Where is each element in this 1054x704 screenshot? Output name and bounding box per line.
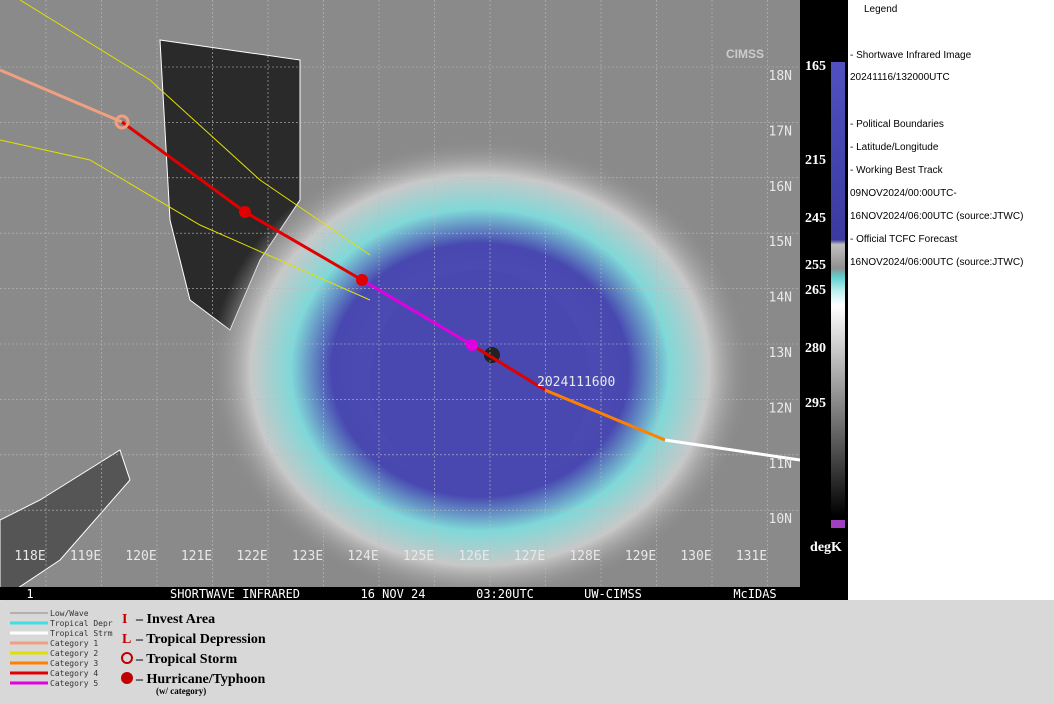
- key-label: Low/Wave: [50, 609, 89, 618]
- colorbar-tick: 255: [805, 258, 826, 273]
- legend-line: - Shortwave Infrared Image: [850, 50, 972, 61]
- lat-lon-grid: [0, 0, 800, 587]
- key-note: (w/ category): [156, 686, 206, 696]
- footer-text: McIDAS: [733, 587, 776, 601]
- track-cat5: [361, 278, 473, 347]
- lon-label: 126E: [458, 549, 489, 564]
- key-glyph: I: [122, 612, 127, 627]
- colorbar-unit: degK: [810, 540, 842, 555]
- track-symbol: [114, 114, 130, 130]
- logo: CIMSS: [726, 47, 764, 61]
- key-glyph: L: [122, 632, 131, 647]
- forecast-cone: [19, 0, 371, 256]
- lat-label: 13N: [769, 346, 792, 361]
- key-symbol-label: – Tropical Storm: [135, 652, 237, 667]
- lat-label: 17N: [769, 124, 792, 139]
- lon-label: 131E: [736, 549, 767, 564]
- footer-text: UW-CIMSS: [584, 587, 642, 601]
- lon-label: 123E: [292, 549, 323, 564]
- key-symbol-label: – Tropical Depression: [135, 632, 266, 647]
- lon-label: 124E: [347, 549, 378, 564]
- lat-label: 15N: [769, 235, 792, 250]
- lat-label: 16N: [769, 180, 792, 195]
- key-label: Category 5: [50, 679, 98, 688]
- lon-label: 119E: [70, 549, 101, 564]
- legend-line: - Official TCFC Forecast: [850, 234, 958, 245]
- colorbar-tick: 280: [805, 341, 826, 356]
- legend-line: 16NOV2024/06:00UTC (source:JTWC): [850, 257, 1023, 268]
- storm-core: [370, 270, 590, 490]
- legend-line: - Latitude/Longitude: [850, 142, 939, 153]
- footer-text: 1: [26, 587, 33, 601]
- key-label: Tropical Strm: [50, 629, 113, 638]
- track-label: 2024111600: [537, 375, 615, 390]
- track-symbol: [466, 339, 478, 351]
- legend-line: 20241116/132000UTC: [850, 72, 950, 83]
- legend-line: 16NOV2024/06:00UTC (source:JTWC): [850, 211, 1023, 222]
- footer-text: 16 NOV 24: [360, 587, 425, 601]
- colorbar-tick: 265: [805, 283, 826, 298]
- key-label: Category 4: [50, 669, 98, 678]
- key-label: Tropical Depr: [50, 619, 113, 628]
- lon-label: 125E: [403, 549, 434, 564]
- colorbar-tick: 245: [805, 211, 826, 226]
- footer-bar: [0, 587, 800, 600]
- track-storm: [664, 438, 801, 462]
- key-icon: [121, 672, 133, 684]
- track-symbol: [356, 274, 368, 286]
- colorbar-swatch: [831, 520, 845, 528]
- legend-line: - Political Boundaries: [850, 119, 944, 130]
- legend-line: - Working Best Track: [850, 165, 944, 176]
- track-cat4: [471, 343, 546, 392]
- colorbar-tick: 295: [805, 396, 826, 411]
- footer-text: 03:20UTC: [476, 587, 534, 601]
- lon-label: 118E: [14, 549, 45, 564]
- track-symbol: [239, 206, 251, 218]
- forecast-cone: [0, 139, 371, 301]
- footer-text: SHORTWAVE INFRARED: [170, 587, 300, 601]
- key-label: Category 3: [50, 659, 98, 668]
- key-label: Category 1: [50, 639, 98, 648]
- track-cat3: [544, 388, 666, 442]
- lat-label: 18N: [769, 69, 792, 84]
- lat-label: 10N: [769, 512, 792, 527]
- legend-line: 09NOV2024/00:00UTC-: [850, 188, 957, 199]
- lat-label: 14N: [769, 291, 792, 306]
- colorbar-tick: 165: [805, 59, 826, 74]
- legend-title: Legend: [864, 4, 897, 15]
- lon-label: 129E: [625, 549, 656, 564]
- key-symbol-label: – Hurricane/Typhoon: [135, 672, 265, 687]
- key-icon: [121, 652, 133, 664]
- track-cat1: [0, 68, 123, 124]
- colorbar-tick: 215: [805, 153, 826, 168]
- lon-label: 130E: [680, 549, 711, 564]
- colorbar: [831, 62, 845, 530]
- land-palawan: [0, 449, 131, 601]
- lat-label: 12N: [769, 401, 792, 416]
- key-label: Category 2: [50, 649, 98, 658]
- key-symbol-label: – Invest Area: [135, 612, 215, 627]
- lon-label: 122E: [236, 549, 267, 564]
- legend-panel: [848, 0, 1054, 600]
- lat-label: 11N: [769, 457, 792, 472]
- lon-label: 120E: [125, 549, 156, 564]
- lon-label: 121E: [181, 549, 212, 564]
- lon-label: 128E: [569, 549, 600, 564]
- lon-label: 127E: [514, 549, 545, 564]
